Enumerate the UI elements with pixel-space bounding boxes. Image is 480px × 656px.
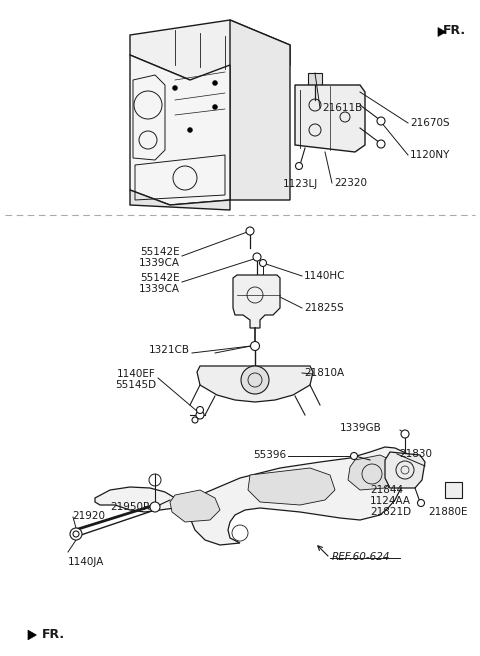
Text: 1339CA: 1339CA: [139, 284, 180, 294]
Polygon shape: [248, 468, 335, 505]
Text: 55396: 55396: [253, 450, 286, 460]
Circle shape: [73, 531, 79, 537]
Circle shape: [401, 430, 409, 438]
Polygon shape: [348, 455, 397, 490]
Polygon shape: [385, 452, 425, 488]
Circle shape: [196, 411, 204, 419]
Text: 22320: 22320: [334, 178, 367, 188]
Circle shape: [213, 81, 217, 85]
Text: 21810A: 21810A: [304, 368, 344, 378]
Text: 21950R: 21950R: [110, 502, 150, 512]
Text: 1120NY: 1120NY: [410, 150, 450, 160]
Circle shape: [213, 104, 217, 110]
Circle shape: [192, 417, 198, 423]
Text: 1140JA: 1140JA: [68, 557, 104, 567]
Text: 1124AA: 1124AA: [370, 496, 411, 506]
Polygon shape: [230, 20, 290, 200]
Text: 21670S: 21670S: [410, 118, 450, 128]
Polygon shape: [28, 630, 36, 640]
Text: 21825S: 21825S: [304, 303, 344, 313]
Polygon shape: [170, 490, 220, 522]
Polygon shape: [233, 275, 280, 328]
Circle shape: [418, 499, 424, 506]
Polygon shape: [130, 190, 230, 210]
Text: 21880E: 21880E: [428, 507, 468, 517]
Text: 1140EF: 1140EF: [117, 369, 156, 379]
Text: 21611B: 21611B: [322, 103, 362, 113]
Circle shape: [350, 453, 358, 459]
Circle shape: [260, 260, 266, 266]
Text: REF.60-624: REF.60-624: [332, 552, 391, 562]
Polygon shape: [130, 20, 290, 80]
Text: 55142E: 55142E: [140, 273, 180, 283]
Circle shape: [251, 342, 260, 350]
Text: FR.: FR.: [42, 628, 65, 640]
Polygon shape: [445, 482, 462, 498]
Text: 1339CA: 1339CA: [139, 258, 180, 268]
Circle shape: [246, 227, 254, 235]
Bar: [308, 73, 322, 85]
Circle shape: [377, 140, 385, 148]
Circle shape: [150, 502, 160, 512]
Polygon shape: [295, 85, 365, 152]
Text: 55145D: 55145D: [115, 380, 156, 390]
Polygon shape: [95, 447, 415, 545]
Text: 1321CB: 1321CB: [149, 345, 190, 355]
Text: 21920: 21920: [72, 511, 105, 521]
Text: 55142E: 55142E: [140, 247, 180, 257]
Circle shape: [253, 253, 261, 261]
Text: 1123LJ: 1123LJ: [283, 179, 318, 189]
Text: 21830: 21830: [399, 449, 432, 459]
Circle shape: [70, 528, 82, 540]
Circle shape: [377, 117, 385, 125]
Circle shape: [196, 407, 204, 413]
Text: 21821D: 21821D: [370, 507, 411, 517]
Text: FR.: FR.: [443, 24, 466, 37]
Text: 21844: 21844: [370, 485, 403, 495]
Polygon shape: [438, 28, 446, 36]
Circle shape: [153, 504, 157, 510]
Text: 1140HC: 1140HC: [304, 271, 346, 281]
Circle shape: [241, 366, 269, 394]
Circle shape: [172, 85, 178, 91]
Circle shape: [188, 127, 192, 133]
Text: 1339GB: 1339GB: [340, 423, 382, 433]
Polygon shape: [197, 366, 313, 402]
Polygon shape: [130, 55, 230, 205]
Circle shape: [296, 163, 302, 169]
